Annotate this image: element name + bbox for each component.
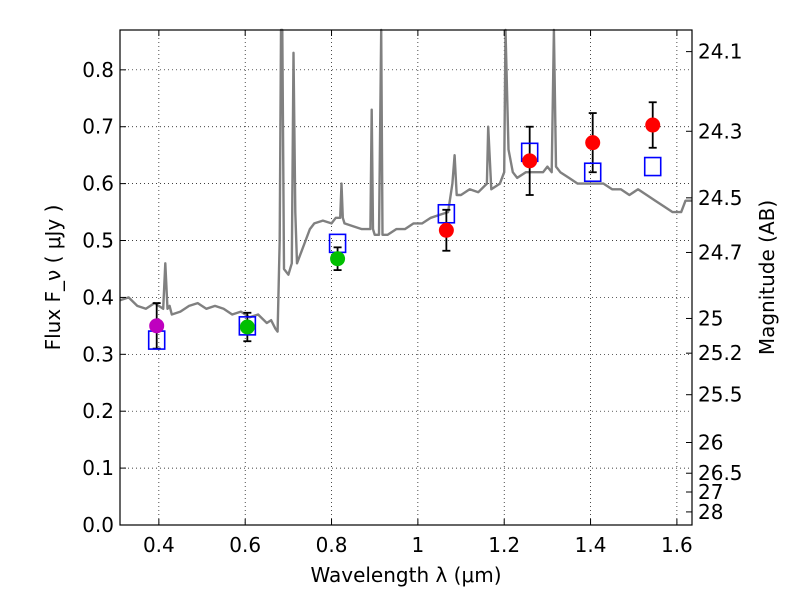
- right-tick-label: 28: [698, 500, 723, 524]
- y-tick-label: 0.3: [82, 342, 114, 366]
- x-tick-label: 0.6: [229, 533, 261, 557]
- x-tick-label: 0.8: [316, 533, 348, 557]
- y-tick-label: 0.7: [82, 115, 114, 139]
- right-tick-label: 24.1: [698, 40, 743, 64]
- observed-point: [585, 135, 601, 151]
- y-tick-label: 0.0: [82, 513, 114, 537]
- right-tick-label: 27: [698, 480, 723, 504]
- right-tick-label: 24.3: [698, 119, 743, 143]
- right-tick-label: 24.7: [698, 240, 743, 264]
- observed-point: [438, 222, 454, 238]
- right-tick-label: 25: [698, 306, 723, 330]
- y-tick-label: 0.2: [82, 399, 114, 423]
- x-tick-label: 1.6: [661, 533, 693, 557]
- observed-point: [330, 251, 346, 267]
- observed-point: [522, 153, 538, 169]
- model-point: [583, 162, 602, 183]
- model-sed-line: [119, 28, 692, 333]
- x-tick-label: 1: [412, 533, 425, 557]
- model-photometry-series: [147, 142, 662, 350]
- model-sed-series: [119, 28, 692, 333]
- observed-point: [645, 117, 661, 133]
- x-tick-label: 1.4: [575, 533, 607, 557]
- y-tick-label: 0.8: [82, 58, 114, 82]
- error-bars: [152, 101, 657, 350]
- y-tick-label: 0.6: [82, 172, 114, 196]
- model-point: [643, 156, 662, 177]
- y-tick-label: 0.1: [82, 456, 114, 480]
- x-axis-title: Wavelength λ (μm): [310, 563, 501, 587]
- right-tick-label: 26.5: [698, 461, 743, 485]
- model-point: [238, 316, 257, 336]
- observed-photometry-series: [149, 117, 661, 335]
- x-tick-label: 0.4: [143, 533, 175, 557]
- grid: [120, 30, 692, 526]
- right-tick-label: 26: [698, 431, 723, 455]
- right-axis-title: Magnitude (AB): [755, 200, 779, 355]
- y-tick-label: 0.4: [82, 285, 114, 309]
- right-tick-label: 24.5: [698, 186, 743, 210]
- observed-point: [239, 319, 255, 335]
- axis-ticks: 0.4 0.6 0.8 1 1.2 1.4 1.6 0.0 0.1 0.2 0.3 0.4 0.5 0.6…: [82, 30, 743, 557]
- right-tick-label: 25.2: [698, 341, 743, 365]
- plot-frame: [119, 29, 693, 526]
- x-tick-label: 1.2: [488, 533, 520, 557]
- right-tick-label: 25.5: [698, 383, 743, 407]
- y-axis-title: Flux F_ν ( μJy ): [41, 205, 65, 351]
- y-tick-label: 0.5: [82, 229, 114, 253]
- observed-point: [149, 318, 165, 334]
